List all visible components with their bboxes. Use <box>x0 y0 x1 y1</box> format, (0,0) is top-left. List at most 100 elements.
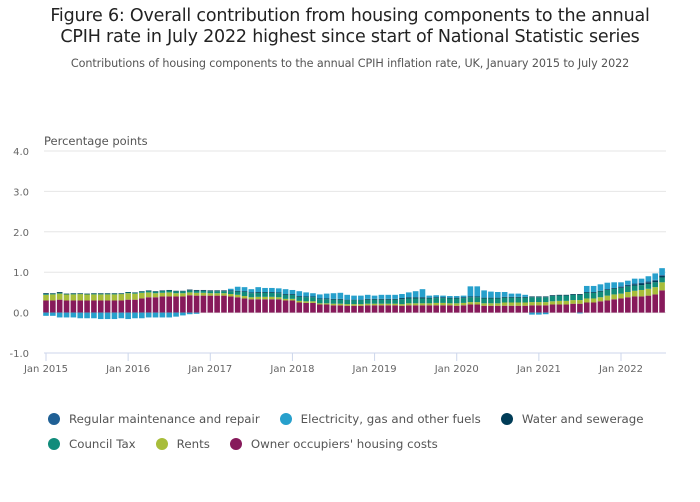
bar-segment[interactable] <box>125 293 131 300</box>
bar-segment[interactable] <box>364 294 371 299</box>
bar-segment[interactable] <box>200 292 207 296</box>
bar-segment[interactable] <box>63 300 70 313</box>
bar-segment[interactable] <box>84 300 90 313</box>
bar-segment[interactable] <box>289 294 296 299</box>
bar-segment[interactable] <box>228 296 234 313</box>
bar-segment[interactable] <box>296 296 303 297</box>
bar-segment[interactable] <box>104 294 111 301</box>
bar-segment[interactable] <box>358 300 364 305</box>
bar-segment[interactable] <box>310 297 316 302</box>
bar-segment[interactable] <box>556 294 563 296</box>
bar-segment[interactable] <box>378 299 385 304</box>
bar-segment[interactable] <box>159 290 166 293</box>
bar-segment[interactable] <box>56 292 63 294</box>
bar-segment[interactable] <box>145 312 152 318</box>
bar-segment[interactable] <box>186 312 193 315</box>
bar-segment[interactable] <box>364 298 371 300</box>
bar-segment[interactable] <box>447 303 453 306</box>
bar-segment[interactable] <box>618 287 624 294</box>
bar-segment[interactable] <box>371 298 378 300</box>
bar-segment[interactable] <box>166 289 173 291</box>
bar-segment[interactable] <box>166 292 173 297</box>
bar-segment[interactable] <box>91 300 97 313</box>
bar-segment[interactable] <box>542 296 549 298</box>
bar-segment[interactable] <box>392 305 398 313</box>
bar-segment[interactable] <box>77 293 84 294</box>
bar-segment[interactable] <box>440 295 446 298</box>
bar-segment[interactable] <box>111 312 118 320</box>
bar-segment[interactable] <box>296 296 303 301</box>
bar-segment[interactable] <box>152 293 159 298</box>
bar-segment[interactable] <box>652 282 659 288</box>
bar-segment[interactable] <box>392 299 398 304</box>
bar-segment[interactable] <box>296 300 303 303</box>
bar-segment[interactable] <box>433 297 439 299</box>
bar-segment[interactable] <box>337 292 344 299</box>
bar-segment[interactable] <box>597 284 604 291</box>
bar-segment[interactable] <box>433 302 439 306</box>
bar-segment[interactable] <box>91 293 97 294</box>
bar-segment[interactable] <box>385 305 392 313</box>
bar-segment[interactable] <box>645 276 652 282</box>
bar-segment[interactable] <box>570 294 576 295</box>
bar-segment[interactable] <box>618 282 624 287</box>
bar-segment[interactable] <box>494 298 501 304</box>
bar-segment[interactable] <box>652 280 659 283</box>
bar-segment[interactable] <box>590 292 597 293</box>
bar-segment[interactable] <box>631 284 638 286</box>
bar-segment[interactable] <box>426 303 433 306</box>
bar-segment[interactable] <box>91 294 97 301</box>
bar-segment[interactable] <box>180 296 186 313</box>
bar-segment[interactable] <box>508 296 515 298</box>
bar-segment[interactable] <box>303 302 309 313</box>
bar-segment[interactable] <box>631 296 638 313</box>
bar-segment[interactable] <box>659 277 665 283</box>
bar-segment[interactable] <box>200 290 207 293</box>
bar-segment[interactable] <box>255 296 262 300</box>
bar-segment[interactable] <box>173 296 179 313</box>
bar-segment[interactable] <box>385 303 392 306</box>
bar-segment[interactable] <box>262 292 268 297</box>
bar-segment[interactable] <box>193 295 200 313</box>
bar-segment[interactable] <box>214 291 220 294</box>
bar-segment[interactable] <box>221 290 227 292</box>
bar-segment[interactable] <box>173 312 179 317</box>
bar-segment[interactable] <box>529 305 535 313</box>
bar-segment[interactable] <box>77 293 84 295</box>
bar-segment[interactable] <box>378 298 385 300</box>
bar-segment[interactable] <box>659 275 665 278</box>
bar-segment[interactable] <box>269 299 275 313</box>
bar-segment[interactable] <box>508 305 515 313</box>
bar-segment[interactable] <box>501 292 508 297</box>
bar-segment[interactable] <box>173 291 179 294</box>
bar-segment[interactable] <box>97 312 104 320</box>
bar-segment[interactable] <box>501 296 508 298</box>
bar-segment[interactable] <box>132 299 138 313</box>
bar-segment[interactable] <box>351 305 357 313</box>
bar-segment[interactable] <box>426 297 433 299</box>
bar-segment[interactable] <box>255 299 262 313</box>
bar-segment[interactable] <box>275 292 282 294</box>
bar-segment[interactable] <box>577 294 583 295</box>
bar-segment[interactable] <box>63 293 70 295</box>
bar-segment[interactable] <box>426 295 433 298</box>
bar-segment[interactable] <box>200 295 207 313</box>
bar-segment[interactable] <box>467 302 474 305</box>
bar-segment[interactable] <box>399 299 405 305</box>
bar-segment[interactable] <box>228 294 234 297</box>
bar-segment[interactable] <box>118 312 125 319</box>
bar-segment[interactable] <box>542 312 549 315</box>
bar-segment[interactable] <box>323 304 330 313</box>
bar-segment[interactable] <box>56 299 63 313</box>
bar-segment[interactable] <box>269 296 275 300</box>
bar-segment[interactable] <box>460 298 467 303</box>
bar-segment[interactable] <box>529 302 535 306</box>
bar-segment[interactable] <box>56 292 63 293</box>
bar-segment[interactable] <box>330 303 337 306</box>
bar-segment[interactable] <box>645 282 652 284</box>
bar-segment[interactable] <box>494 303 501 306</box>
bar-segment[interactable] <box>625 284 631 286</box>
bar-segment[interactable] <box>125 312 131 320</box>
bar-segment[interactable] <box>145 290 152 293</box>
bar-segment[interactable] <box>638 283 645 286</box>
